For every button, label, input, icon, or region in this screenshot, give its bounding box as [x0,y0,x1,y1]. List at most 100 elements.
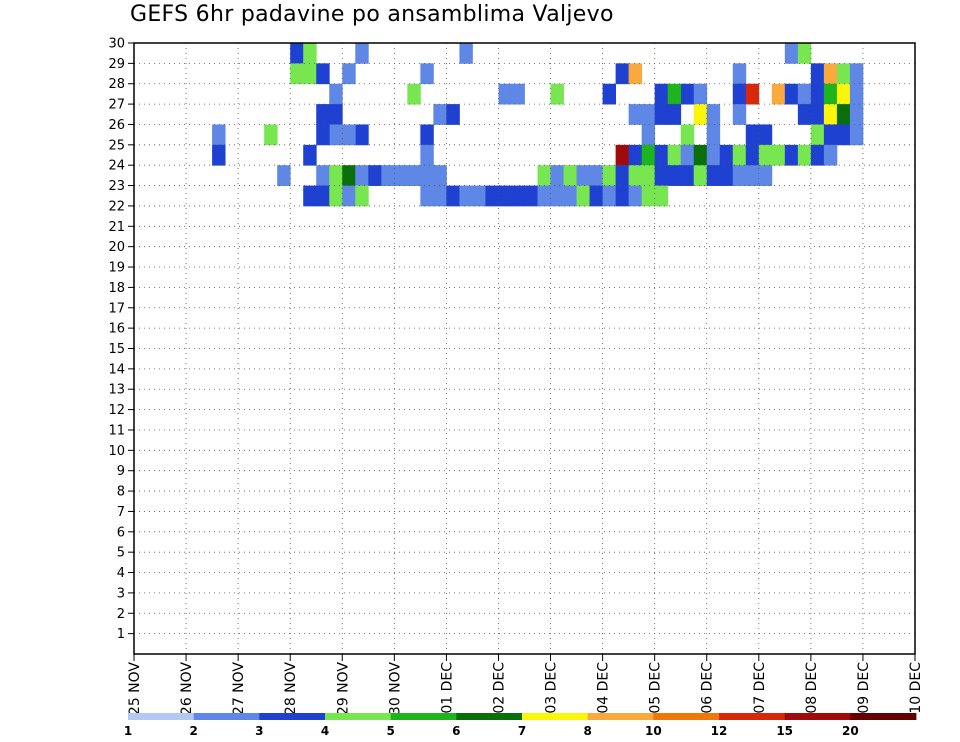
heatmap-cell [212,144,226,166]
heatmap-cell [342,165,356,186]
heatmap-cell [329,124,343,146]
heatmap-cell [615,165,630,186]
heatmap-cell [771,83,786,105]
heatmap-cell [602,185,617,207]
heatmap-cell [277,165,291,186]
heatmap-cell [641,165,656,186]
heatmap-cell [836,83,851,105]
colorbar-swatch [719,713,786,720]
x-tick-label: 02 DEC [491,662,507,714]
heatmap-cell [303,144,317,166]
x-tick-label: 25 NOV [127,662,143,716]
y-tick-label: 19 [108,261,125,276]
colorbar-label: 15 [776,724,793,738]
heatmap-cell [329,83,343,105]
heatmap-cell [459,43,473,64]
heatmap-cell [615,63,630,85]
heatmap-cell [745,144,760,166]
colorbar-swatch [850,713,917,720]
heatmap-cell [433,104,447,125]
y-tick-label: 11 [108,423,125,438]
x-tick-label: 27 NOV [231,662,247,716]
heatmap-cell [732,165,747,186]
heatmap-cell [732,104,747,125]
heatmap-cell [381,165,395,186]
heatmap-cell [433,185,447,207]
heatmap-cell [732,83,747,105]
heatmap-cell [641,124,656,146]
heatmap-cell [693,144,708,166]
x-tick-label: 07 DEC [752,662,768,714]
colorbar-swatch [456,713,523,720]
heatmap-cell [316,104,330,125]
colorbar-swatch [325,713,392,720]
x-tick-label: 09 DEC [856,662,872,714]
colorbar-label: 6 [452,724,460,738]
x-tick-label: 04 DEC [596,662,612,714]
colorbar-label: 12 [711,724,728,738]
heatmap-cell [602,83,617,105]
heatmap-cell [355,185,369,207]
heatmap-cell [810,144,825,166]
heatmap-cell [316,185,330,207]
y-tick-label: 20 [108,240,125,255]
heatmap-cell [628,104,643,125]
colorbar-label: 4 [321,724,329,738]
heatmap-cell [420,124,434,146]
heatmap-cell [420,144,434,166]
x-tick-label: 06 DEC [700,662,716,714]
y-tick-label: 26 [108,118,125,133]
heatmap-cell [732,63,747,85]
heatmap-cell [602,165,617,186]
heatmap-cell [589,185,603,207]
x-tick-label: 28 NOV [283,662,299,716]
heatmap-cell [537,185,551,207]
y-tick-label: 15 [108,342,125,357]
heatmap-cell [420,165,434,186]
heatmap-cell [342,124,356,146]
heatmap-cell [485,185,499,207]
heatmap-cell [680,144,695,166]
heatmap-cell [680,124,695,146]
heatmap-cell [511,83,525,105]
colorbar-swatch [522,713,589,720]
heatmap-cell [420,185,434,207]
heatmap-cell [641,144,656,166]
colorbar-label: 8 [583,724,591,738]
y-tick-label: 8 [117,485,125,500]
colorbar: 1 2 3 4 5 6 7 8 10 12 15 20 [124,713,917,738]
y-tick-label: 23 [108,179,125,194]
heatmap-cell [290,63,304,85]
heatmap-cell [459,185,473,207]
colorbar-label: 1 [124,724,132,738]
heatmap-cell [797,144,812,166]
heatmap-cell [836,124,851,146]
colorbar-swatch [193,713,260,720]
heatmap-cell [550,165,564,186]
heatmap-cell [680,165,695,186]
y-tick-label: 18 [108,281,125,296]
heatmap-cell [264,124,278,146]
y-tick-label: 9 [117,464,125,479]
y-tick-label: 3 [117,586,125,601]
colorbar-label: 7 [518,724,526,738]
heatmap-cell [732,144,747,166]
heatmap-cell [706,165,721,186]
colorbar-label: 10 [645,724,662,738]
colorbar-label: 5 [386,724,394,738]
plot-grid [134,43,915,654]
heatmap-cell [654,144,669,166]
heatmap-cell [667,83,682,105]
heatmap-cell [355,165,369,186]
heatmap-cell [628,165,643,186]
heatmap-cell [784,144,799,166]
heatmap-cell [329,165,343,186]
x-tick-label: 10 DEC [908,662,924,714]
heatmap-cell [693,104,708,125]
heatmap-cell [667,165,682,186]
heatmap-cell [745,124,760,146]
heatmap-cell [745,165,760,186]
heatmap-cell [810,124,825,146]
colorbar-swatch [128,713,195,720]
heatmap-cell [563,165,577,186]
